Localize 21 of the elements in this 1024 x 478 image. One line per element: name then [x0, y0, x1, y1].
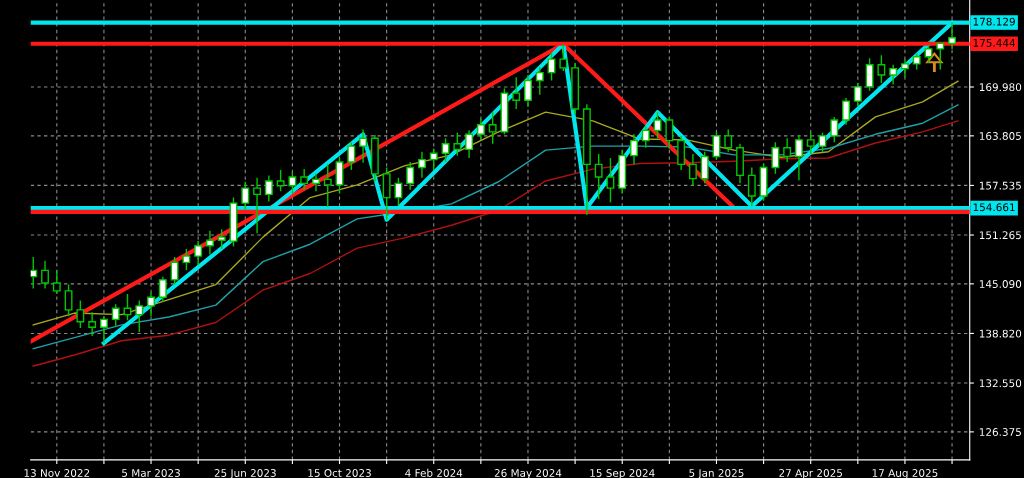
y-tick-label: 138.820	[979, 329, 1022, 338]
x-tick-label: 5 Mar 2023	[122, 469, 180, 477]
x-tick-label: 27 Apr 2025	[779, 469, 842, 478]
y-tick-label: 151.265	[979, 231, 1021, 240]
x-tick-label: 13 Nov 2022	[24, 469, 90, 477]
y-tick-label: 145.090	[979, 280, 1022, 288]
x-tick-label: 5 Jan 2025	[689, 469, 744, 478]
x-tick-label: 15 Oct 2023	[308, 469, 371, 477]
x-tick-label: 15 Sep 2024	[590, 469, 655, 478]
x-tick-label: 17 Aug 2025	[872, 469, 938, 478]
ref-line-label: 178.129	[973, 17, 1015, 26]
y-tick-label: 132.550	[979, 379, 1022, 388]
ref-line-label: 175.444	[973, 39, 1016, 47]
x-tick-label: 25 Jun 2023	[214, 469, 276, 478]
y-tick-label: 126.375	[979, 428, 1021, 436]
ref-line-label: 154.661	[973, 203, 1015, 212]
x-tick-label: 26 May 2024	[494, 469, 562, 478]
x-tick-label: 4 Feb 2024	[405, 468, 463, 477]
y-tick-label: 157.535	[979, 181, 1021, 190]
y-tick-label: 163.805	[979, 132, 1021, 140]
y-tick-label: 169.980	[979, 83, 1022, 92]
